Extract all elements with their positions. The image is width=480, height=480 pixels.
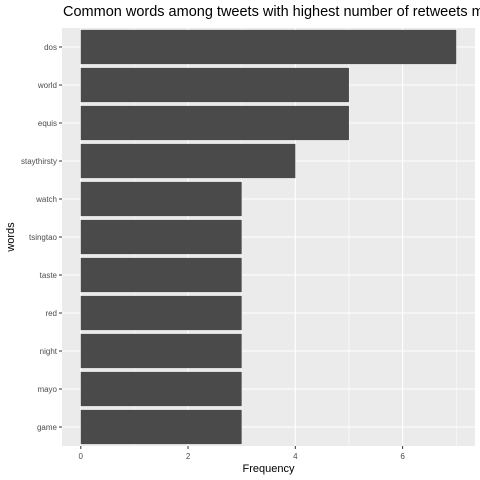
y-tick-label: watch xyxy=(35,195,57,204)
y-tick-label: mayo xyxy=(37,385,57,394)
y-tick-label: dos xyxy=(44,43,57,52)
y-tick-label: night xyxy=(40,347,58,356)
y-axis-ticks: dos world equis staythirsty watch tsingtao tas… xyxy=(21,43,62,432)
bar-equis xyxy=(80,105,349,141)
x-tick-label: 4 xyxy=(293,452,298,461)
bars xyxy=(80,29,457,445)
bar-mayo xyxy=(80,371,242,407)
bar-tsingtao xyxy=(80,219,242,255)
bar-taste xyxy=(80,257,242,293)
y-tick-label: tsingtao xyxy=(29,233,58,242)
y-tick-label: red xyxy=(45,309,57,318)
x-tick-label: 0 xyxy=(79,452,84,461)
y-tick-label: staythirsty xyxy=(21,157,57,166)
bar-staythirsty xyxy=(80,143,296,179)
bar-watch xyxy=(80,181,242,217)
x-axis-ticks: 0 2 4 6 xyxy=(79,446,405,461)
bar-game xyxy=(80,409,242,445)
x-tick-label: 6 xyxy=(400,452,405,461)
chart-title: Common words among tweets with highest n… xyxy=(63,4,480,20)
bar-red xyxy=(80,295,242,331)
bar-dos xyxy=(80,29,457,65)
y-tick-label: equis xyxy=(38,119,57,128)
bar-night xyxy=(80,333,242,369)
x-tick-label: 2 xyxy=(186,452,191,461)
y-tick-label: world xyxy=(37,81,57,90)
x-axis-label: Frequency xyxy=(243,463,295,475)
bar-world xyxy=(80,67,349,103)
y-axis-label: words xyxy=(5,222,17,253)
y-tick-label: game xyxy=(37,423,58,432)
y-tick-label: taste xyxy=(40,271,58,280)
